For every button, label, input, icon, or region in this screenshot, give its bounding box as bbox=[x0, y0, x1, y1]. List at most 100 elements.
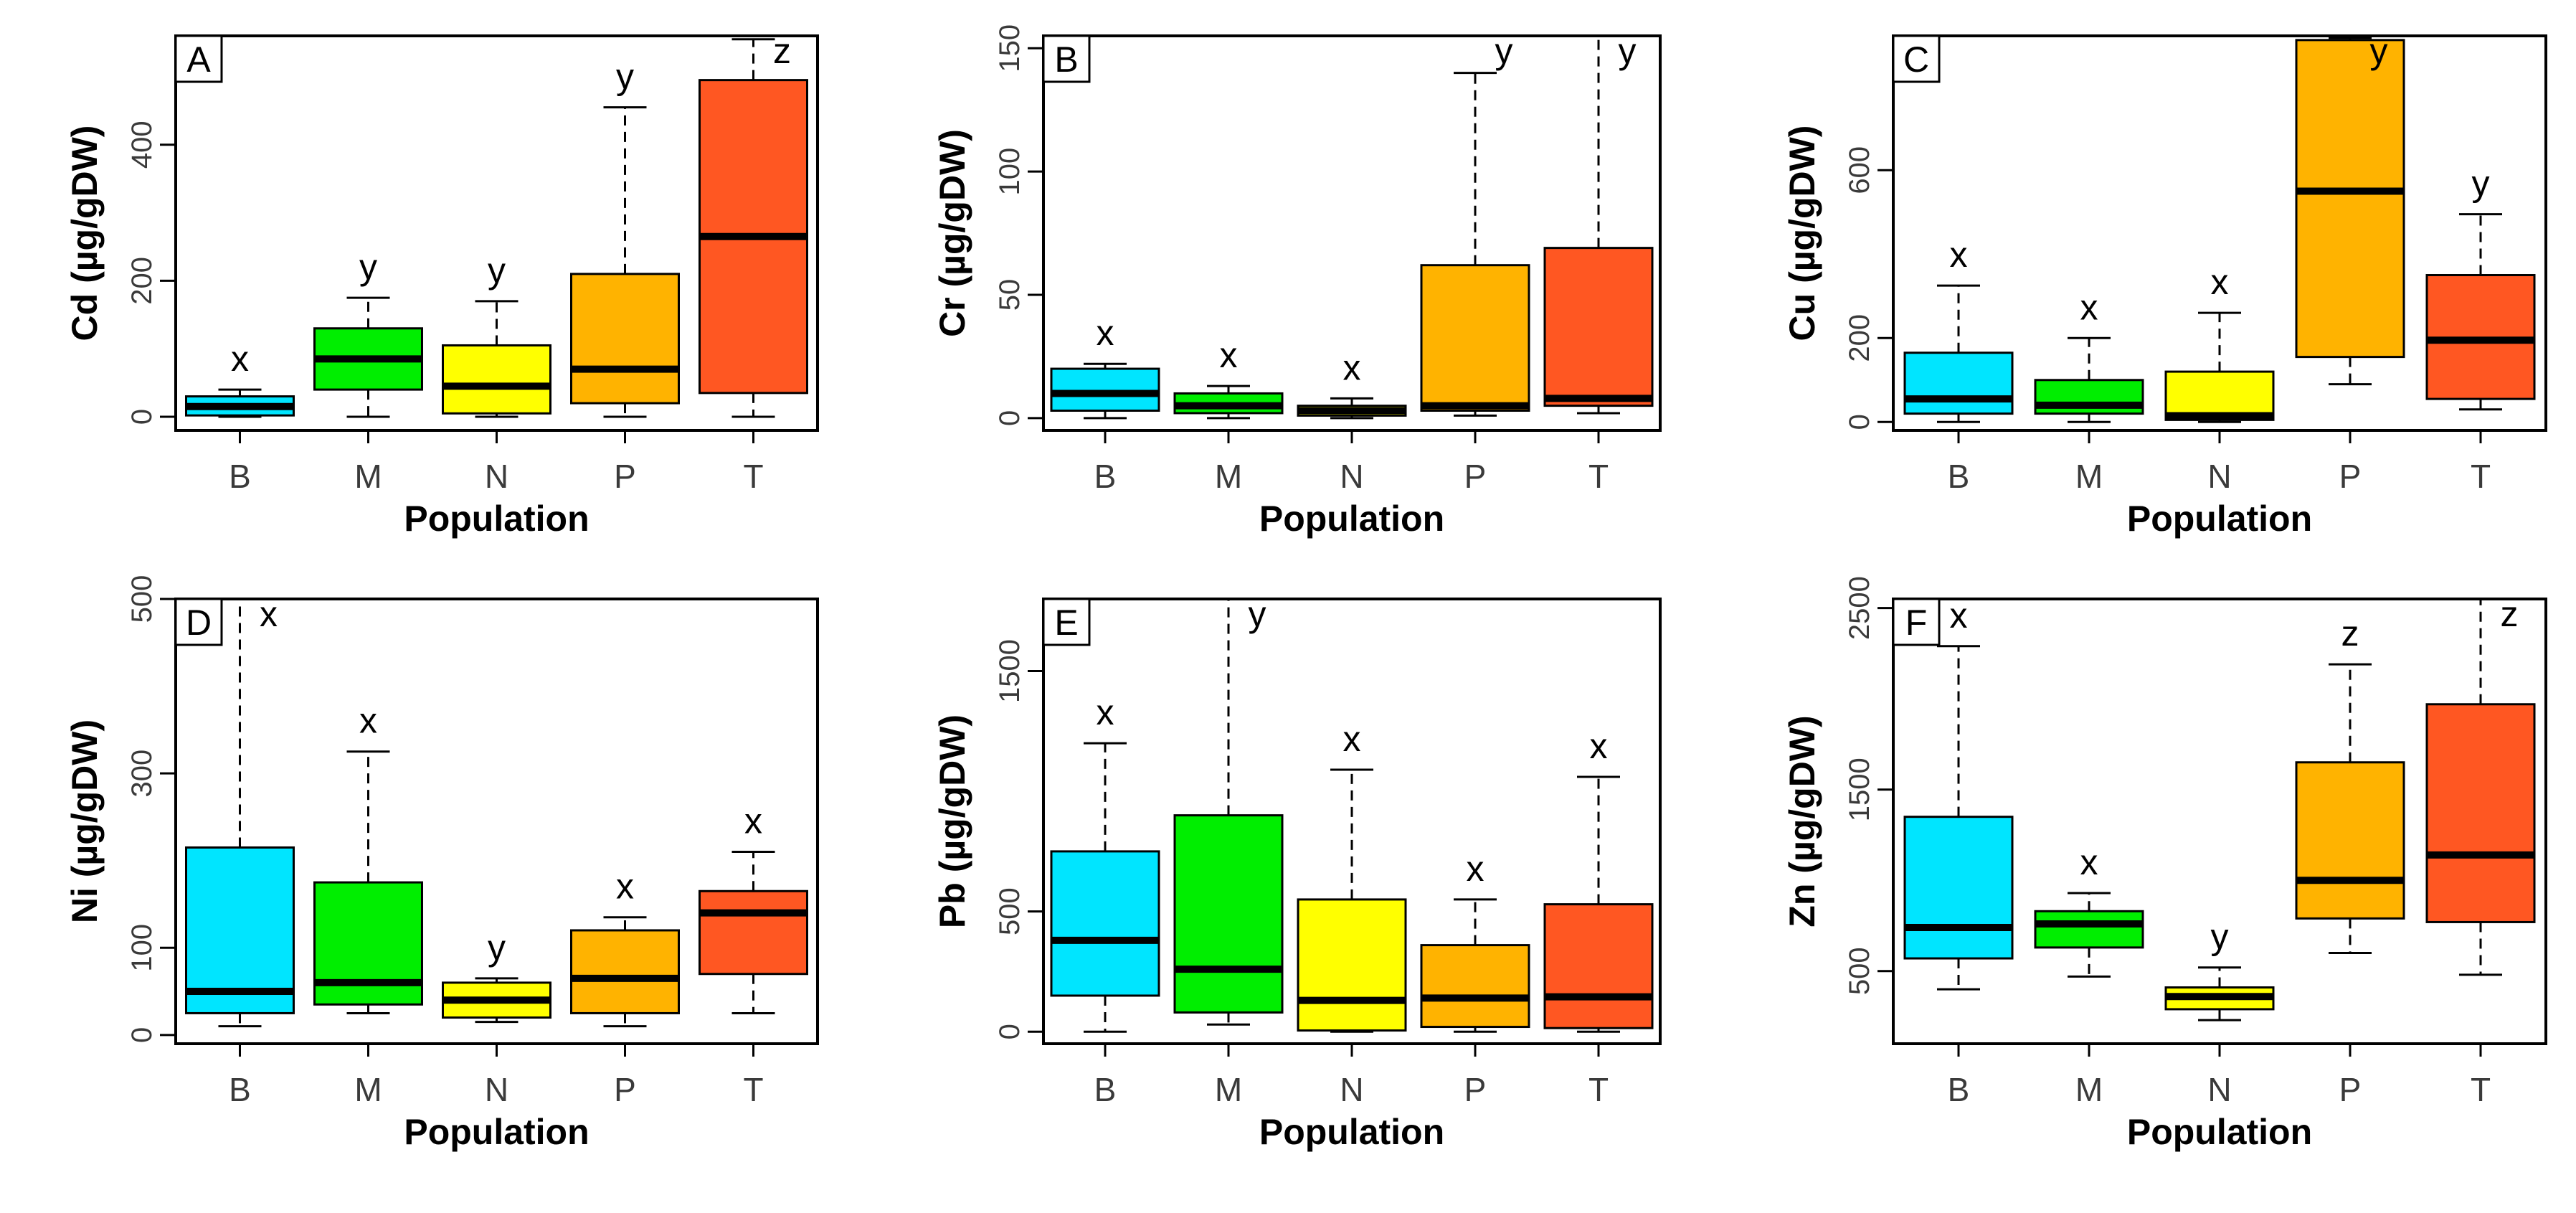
panel-d-x-axis-title: Population bbox=[404, 1112, 589, 1152]
panel-f-box-p: z bbox=[2295, 613, 2405, 954]
panel-d-box-b: x bbox=[185, 594, 295, 1028]
panel-f-significance-letter: z bbox=[2501, 594, 2519, 634]
panel-e-box-n: x bbox=[1297, 719, 1407, 1033]
panel-b-ytick-label: 150 bbox=[994, 24, 1026, 72]
panel-a-ytick-label: 0 bbox=[126, 409, 158, 425]
panel-d-significance-letter: x bbox=[616, 867, 634, 907]
panel-d-letter: D bbox=[186, 603, 212, 643]
panel-c-letter: C bbox=[1903, 39, 1929, 80]
panel-c-y-axis-title: Cu (µg/gDW) bbox=[1782, 126, 1822, 341]
panel-b-significance-letter: y bbox=[1619, 31, 1637, 71]
panel-b-letter-box bbox=[1042, 34, 1091, 83]
panel-c-xtick-label: M bbox=[2075, 458, 2103, 495]
panel-d-xtick-label: N bbox=[485, 1071, 508, 1108]
panel-e-box-m: y bbox=[1173, 594, 1284, 1026]
panel-e-box-t: x bbox=[1543, 726, 1654, 1033]
panel-a-xtick-label: T bbox=[743, 458, 763, 495]
panel-a-iqr-box bbox=[442, 344, 551, 415]
panel-b-ytick-label: 100 bbox=[994, 148, 1026, 196]
panel-c-significance-letter: y bbox=[2472, 164, 2490, 204]
panel-f-box-n: y bbox=[2164, 917, 2275, 1021]
panel-d-xtick-label: P bbox=[614, 1071, 636, 1108]
panel-f-xtick-label: P bbox=[2339, 1071, 2362, 1108]
panel-d-box-t: x bbox=[699, 801, 808, 1014]
panel-f-letter-box bbox=[1892, 598, 1941, 646]
panel-e-iqr-box bbox=[1297, 898, 1407, 1032]
panel-f-xtick-label: N bbox=[2207, 1071, 2231, 1108]
panel-d-significance-letter: x bbox=[359, 701, 377, 741]
panel-f-ytick-label: 500 bbox=[1844, 947, 1875, 995]
panel-f-xtick-label: B bbox=[1948, 1071, 1970, 1108]
panel-b-xtick-label: N bbox=[1340, 458, 1363, 495]
panel-a-significance-letter: y bbox=[488, 250, 506, 291]
panel-a-xtick-label: N bbox=[485, 458, 508, 495]
panel-b-iqr-box bbox=[1050, 367, 1160, 412]
panel-b-box-t: y bbox=[1543, 31, 1654, 415]
panel-e-y-axis-title: Pb (µg/gDW) bbox=[932, 714, 972, 928]
panel-d-ytick-label: 100 bbox=[126, 924, 158, 972]
panel-a-iqr-box bbox=[570, 273, 680, 405]
panel-d-iqr-box bbox=[699, 889, 808, 976]
panel-b-xtick-label: B bbox=[1094, 458, 1117, 495]
panel-d: 0 100 300 500 Ni (µg/gDW) Population x Bx My Nx Px… bbox=[65, 575, 819, 1152]
panel-e-letter: E bbox=[1054, 603, 1078, 643]
panel-e-significance-letter: x bbox=[1097, 692, 1114, 732]
panel-a-letter-box bbox=[174, 34, 223, 83]
panel-d-significance-letter: x bbox=[260, 594, 278, 634]
panel-b-significance-letter: x bbox=[1097, 313, 1114, 353]
panel-a-y-axis-title: Cd (µg/gDW) bbox=[65, 126, 105, 341]
panel-a-xtick-label: P bbox=[614, 458, 636, 495]
panel-e-significance-letter: x bbox=[1467, 849, 1484, 889]
panel-d-box-n: y bbox=[442, 928, 551, 1024]
panel-a-box-n: y bbox=[442, 250, 551, 418]
panel-e-xtick-label: N bbox=[1340, 1071, 1363, 1108]
panel-c-box-t: y bbox=[2425, 164, 2536, 411]
panel-d-ytick-label: 0 bbox=[126, 1027, 158, 1043]
panel-b-box-n: x bbox=[1297, 347, 1407, 420]
panel-b-box-b: x bbox=[1050, 313, 1160, 420]
panel-b: 0 50 100 150 Cr (µg/gDW) Population x Bx Mx Ny Py T… bbox=[932, 24, 1662, 539]
panel-f-iqr-box bbox=[1903, 816, 2014, 960]
panel-c-letter-box bbox=[1892, 34, 1941, 83]
panel-f-iqr-box bbox=[2034, 910, 2144, 949]
panel-a-significance-letter: y bbox=[616, 57, 634, 97]
panel-d-box-m: x bbox=[313, 701, 423, 1014]
panel-b-significance-letter: x bbox=[1343, 347, 1361, 387]
panel-b-significance-letter: x bbox=[1220, 335, 1238, 375]
panel-f-iqr-box bbox=[2295, 761, 2405, 920]
panel-f: 500 1500 2500 Zn (µg/gDW) Population x Bx My Nz P… bbox=[1782, 576, 2547, 1152]
panel-c-significance-letter: x bbox=[1950, 235, 1968, 275]
panel-b-iqr-box bbox=[1543, 247, 1654, 407]
panel-e-box-b: x bbox=[1050, 692, 1160, 1033]
panel-a-box-m: y bbox=[313, 247, 423, 418]
panel-f-ytick-label: 1500 bbox=[1844, 757, 1875, 821]
panel-e-xtick-label: P bbox=[1464, 1071, 1487, 1108]
panel-f-box-t: z bbox=[2425, 594, 2536, 976]
panel-e-ytick-label: 500 bbox=[994, 887, 1026, 935]
panel-a-ytick-label: 200 bbox=[126, 257, 158, 305]
panel-a-xtick-label: M bbox=[354, 458, 382, 495]
panel-c-xtick-label: T bbox=[2471, 458, 2491, 495]
panel-c-xtick-label: B bbox=[1948, 458, 1970, 495]
panel-f-ytick-label: 2500 bbox=[1844, 576, 1875, 640]
panel-c-box-m: x bbox=[2034, 287, 2144, 423]
panel-e-iqr-box bbox=[1050, 850, 1160, 997]
panel-a-xtick-label: B bbox=[229, 458, 251, 495]
panel-e-letter-box bbox=[1042, 598, 1091, 646]
panel-c-iqr-box bbox=[1903, 351, 2014, 415]
panel-a-significance-letter: y bbox=[359, 247, 377, 287]
panel-d-significance-letter: x bbox=[744, 801, 762, 841]
panel-c-ytick-label: 0 bbox=[1844, 414, 1875, 430]
panel-e-ytick-label: 0 bbox=[994, 1024, 1026, 1039]
panel-f-box-m: x bbox=[2034, 842, 2144, 978]
panel-b-iqr-box bbox=[1420, 264, 1530, 412]
panel-e-significance-letter: x bbox=[1343, 719, 1361, 759]
panel-d-xtick-label: M bbox=[354, 1071, 382, 1108]
panel-b-xtick-label: P bbox=[1464, 458, 1487, 495]
panel-d-xtick-label: T bbox=[743, 1071, 763, 1108]
panel-e-iqr-box bbox=[1420, 944, 1530, 1029]
panel-b-significance-letter: y bbox=[1495, 31, 1513, 71]
panel-b-ytick-label: 0 bbox=[994, 410, 1026, 426]
panel-e-iqr-box bbox=[1543, 903, 1654, 1029]
